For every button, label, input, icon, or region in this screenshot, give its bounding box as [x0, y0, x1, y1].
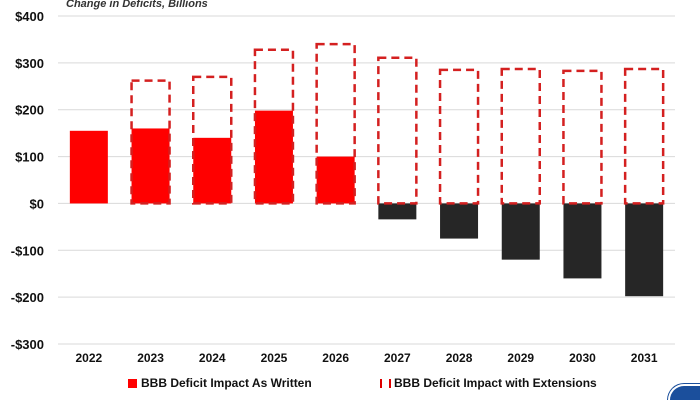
y-tick-label: $300: [15, 56, 44, 71]
x-tick-label: 2024: [199, 351, 226, 365]
y-tick-label: $200: [15, 103, 44, 118]
legend-item-extensions: BBB Deficit Impact with Extensions: [380, 376, 597, 390]
bar-as-written: [501, 203, 540, 260]
legend-label-extensions: BBB Deficit Impact with Extensions: [394, 376, 597, 390]
bar-as-written: [69, 130, 108, 204]
bar-as-written: [316, 156, 355, 204]
x-tick-label: 2023: [137, 351, 164, 365]
bar-as-written: [193, 137, 232, 204]
x-tick-label: 2031: [631, 351, 658, 365]
x-tick-label: 2025: [261, 351, 288, 365]
bar-with-extensions: [500, 67, 541, 205]
y-tick-label: -$200: [11, 290, 44, 305]
bar-with-extensions: [377, 56, 418, 205]
y-tick-label: -$300: [11, 337, 44, 352]
bar-with-extensions: [130, 79, 171, 205]
bar-with-extensions: [562, 69, 603, 205]
x-tick-label: 2026: [322, 351, 349, 365]
legend-item-as-written: BBB Deficit Impact As Written: [128, 376, 312, 390]
chart-subtitle: Change in Deficits, Billions: [66, 0, 208, 10]
logo: [668, 384, 700, 400]
bar-as-written: [563, 203, 602, 279]
x-tick-label: 2027: [384, 351, 411, 365]
bar-with-extensions: [438, 68, 480, 205]
bar-as-written: [254, 110, 293, 204]
bar-with-extensions: [315, 42, 356, 205]
x-tick-label: 2030: [569, 351, 596, 365]
y-tick-label: $400: [15, 9, 44, 24]
y-tick-label: $0: [30, 196, 44, 211]
legend-swatch-dashed: [380, 378, 391, 388]
x-tick-label: 2028: [446, 351, 473, 365]
y-tick-label: $100: [15, 150, 44, 165]
bar-as-written: [440, 203, 479, 239]
legend-swatch-solid: [128, 378, 137, 388]
bar-with-extensions: [623, 67, 665, 205]
x-tick-label: 2022: [75, 351, 102, 365]
bar-with-extensions: [192, 75, 233, 205]
y-tick-label: -$100: [11, 243, 44, 258]
bar-as-written: [378, 203, 417, 220]
bar-as-written: [131, 128, 170, 204]
bar-as-written: [625, 203, 664, 297]
legend-label-as-written: BBB Deficit Impact As Written: [141, 376, 312, 390]
x-tick-label: 2029: [507, 351, 534, 365]
bar-with-extensions: [253, 48, 295, 205]
